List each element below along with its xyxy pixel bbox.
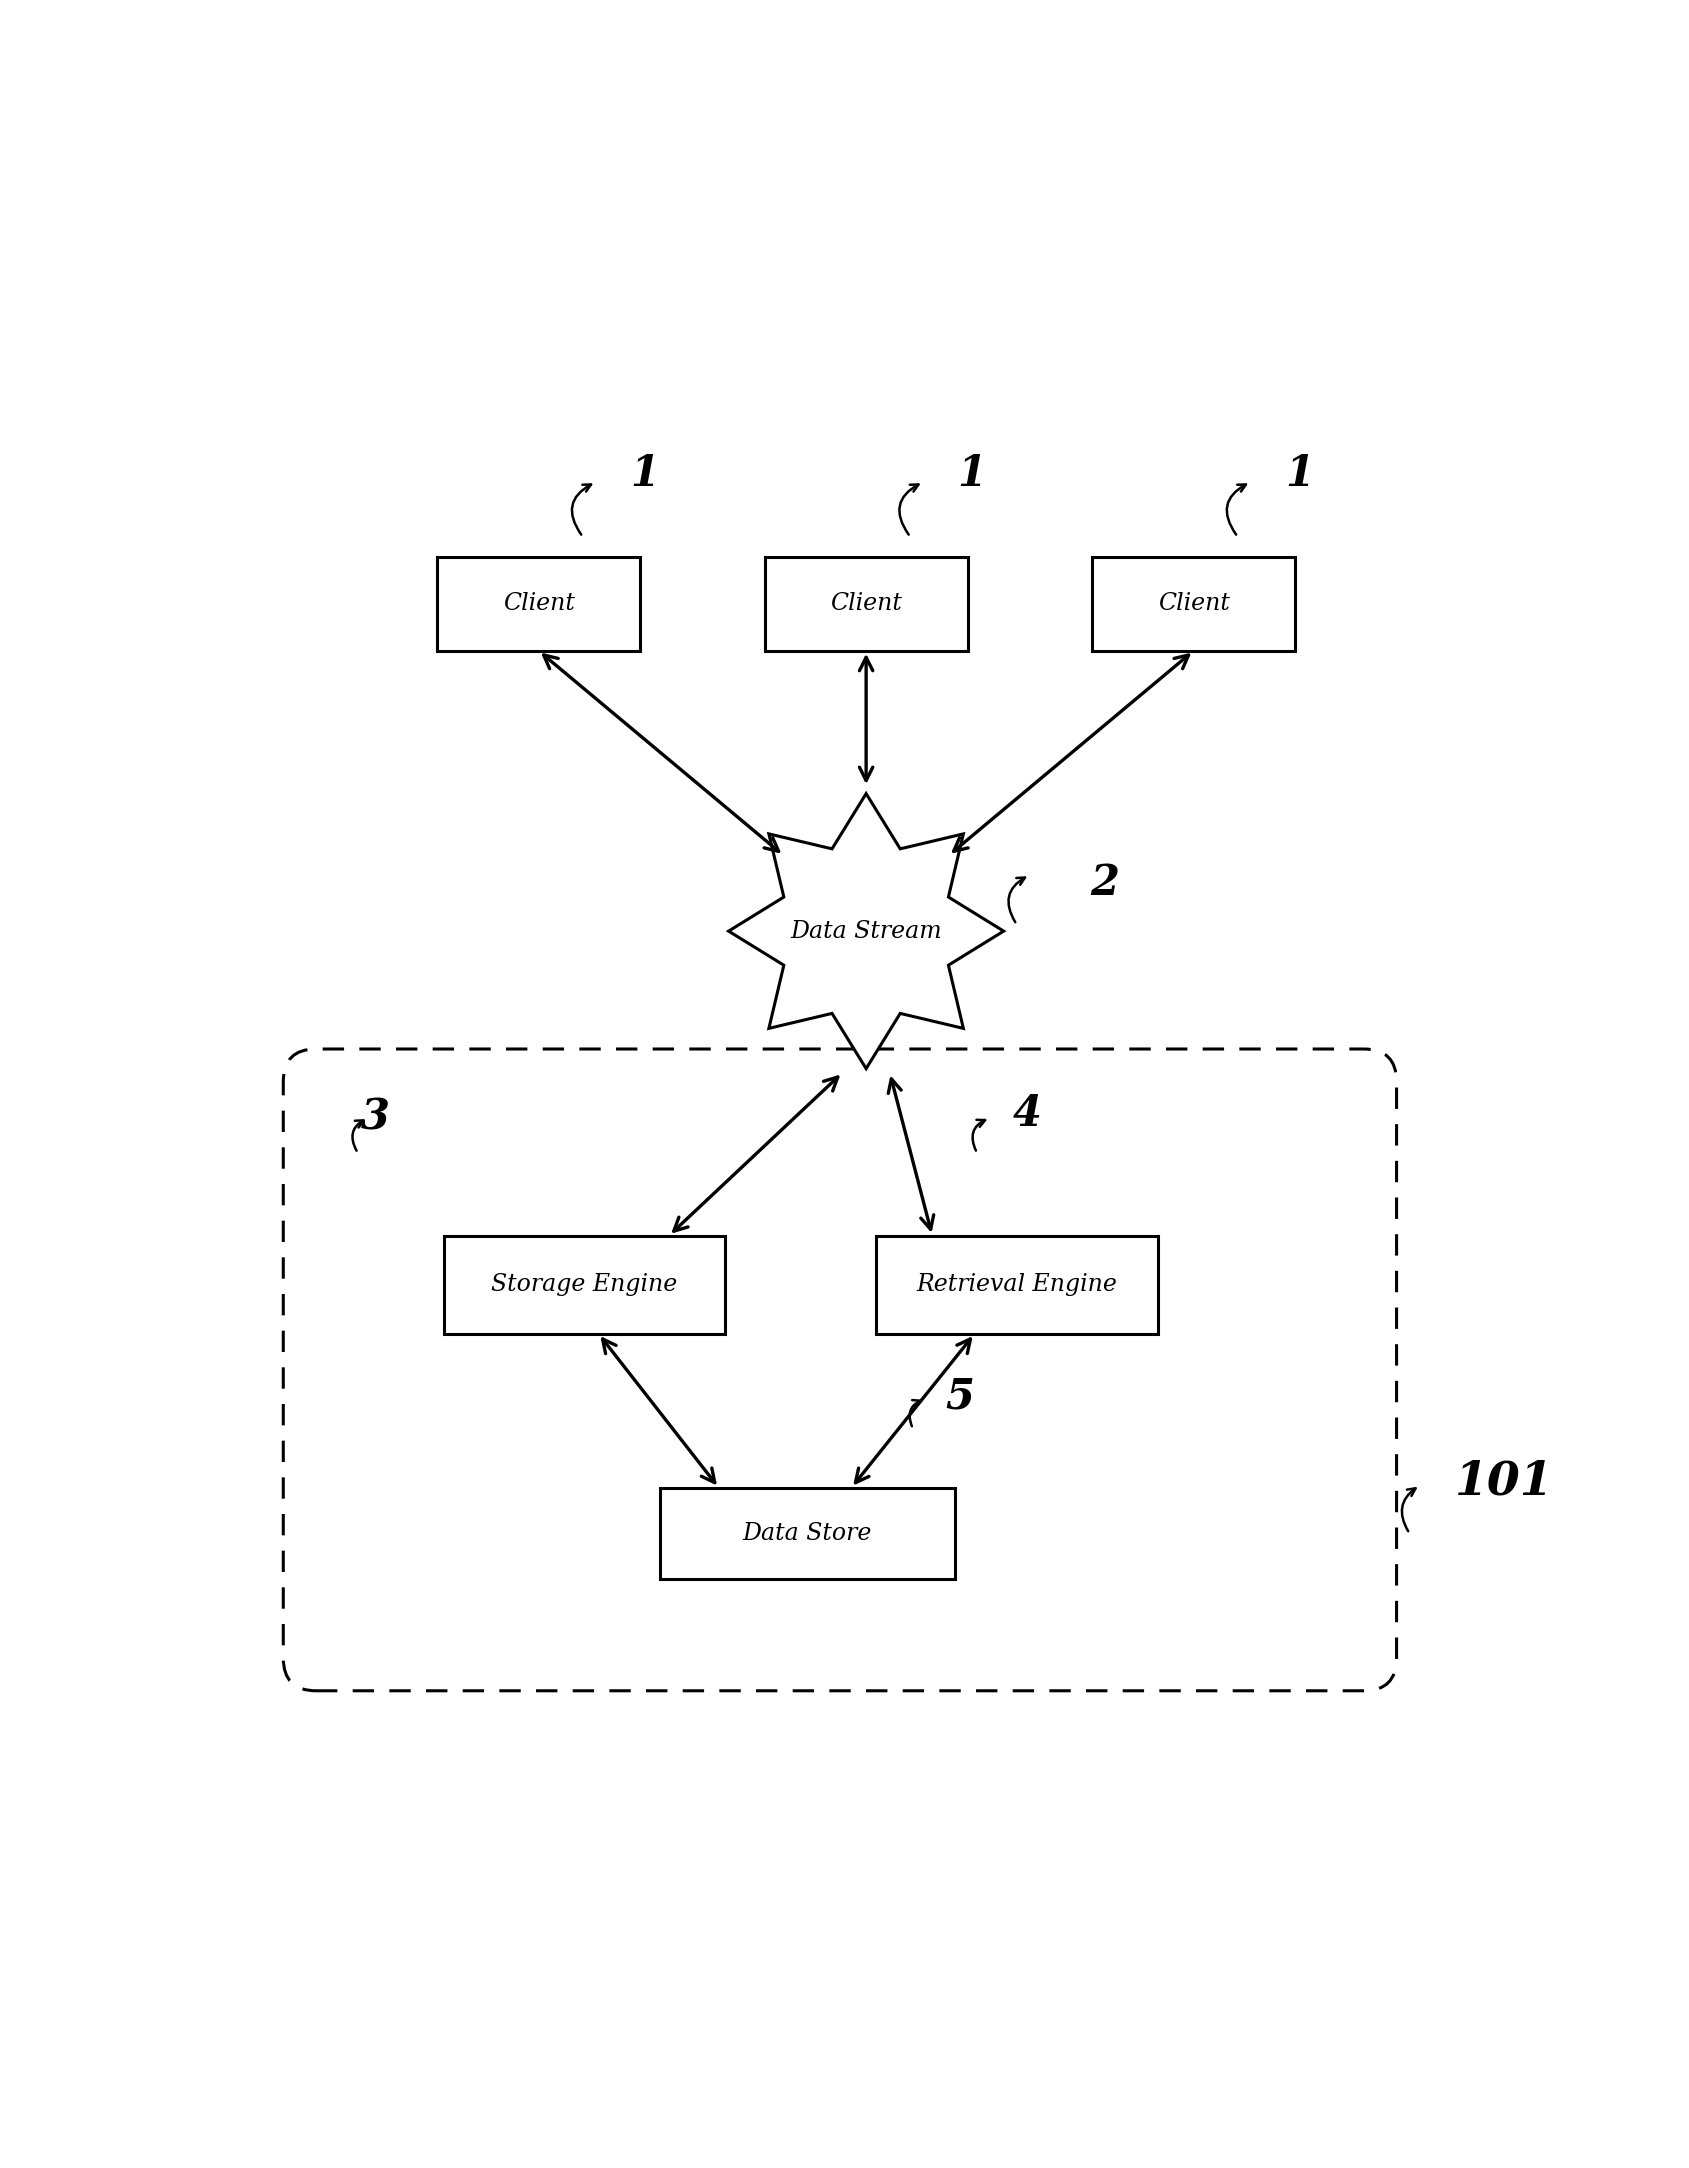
Text: 3: 3 xyxy=(360,1097,388,1138)
Text: 1: 1 xyxy=(630,453,659,494)
Text: Client: Client xyxy=(829,592,902,616)
Text: Client: Client xyxy=(1157,592,1230,616)
FancyBboxPatch shape xyxy=(444,1236,725,1333)
FancyBboxPatch shape xyxy=(875,1236,1157,1333)
Text: Data Stream: Data Stream xyxy=(790,919,941,943)
Text: 4: 4 xyxy=(1012,1093,1040,1134)
FancyBboxPatch shape xyxy=(659,1487,954,1580)
Text: 5: 5 xyxy=(946,1375,975,1418)
Text: Client: Client xyxy=(502,592,574,616)
FancyBboxPatch shape xyxy=(763,557,968,650)
Text: Storage Engine: Storage Engine xyxy=(491,1273,677,1296)
Text: 2: 2 xyxy=(1089,861,1118,904)
Text: 101: 101 xyxy=(1454,1459,1552,1505)
Text: Data Store: Data Store xyxy=(741,1522,872,1546)
Text: Retrieval Engine: Retrieval Engine xyxy=(915,1273,1116,1296)
Polygon shape xyxy=(728,793,1003,1069)
FancyBboxPatch shape xyxy=(1091,557,1294,650)
FancyBboxPatch shape xyxy=(437,557,640,650)
FancyBboxPatch shape xyxy=(284,1049,1395,1691)
Text: 1: 1 xyxy=(1284,453,1312,494)
Text: 1: 1 xyxy=(958,453,986,494)
